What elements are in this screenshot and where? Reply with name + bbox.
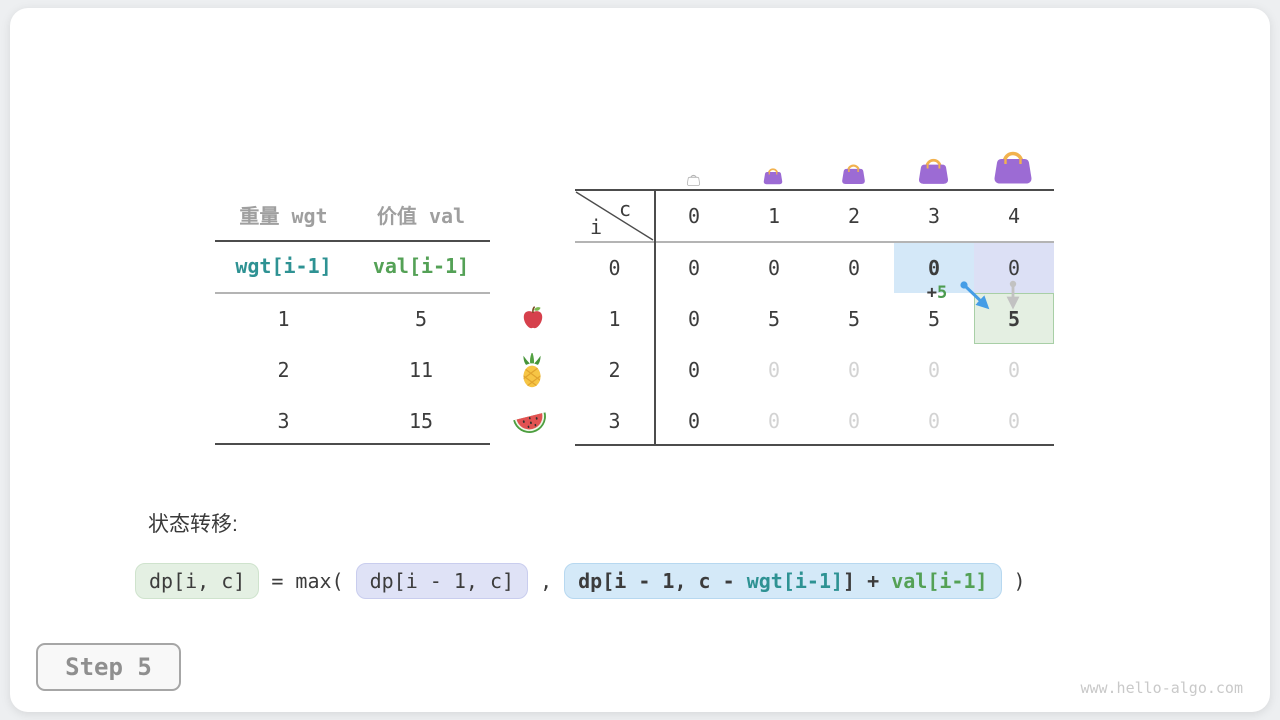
formula-heading: 状态转移:: [148, 513, 238, 536]
dp-row-label: 2: [608, 357, 621, 382]
dp-row-0: 0 0 0 0 0 0: [575, 242, 1054, 293]
dp-rule-top: [575, 189, 1054, 191]
formula-arg1-box: dp[i - 1, c]: [355, 563, 529, 599]
item-value: 15: [408, 408, 434, 433]
dp-cell: 5: [927, 306, 941, 331]
dp-cell: 0: [687, 255, 701, 280]
item-weight: 3: [277, 408, 290, 433]
apple-icon: [523, 306, 543, 329]
items-row-2: 3 15: [215, 395, 490, 446]
dp-row-3: 3 0 0 0 0 0: [575, 395, 1054, 446]
plus-value-annotation: +5: [914, 283, 960, 303]
plus-sign: +: [926, 283, 937, 303]
dp-header-row: 0 1 2 3 4: [575, 190, 1054, 241]
dp-cell: 5: [767, 306, 781, 331]
formula-arg2-mid: ] +: [843, 569, 892, 593]
dp-cell: 0: [687, 357, 701, 382]
dp-cell: 0: [767, 255, 781, 280]
items-table-rule-top: [215, 240, 490, 242]
bag-icon-1: [763, 168, 783, 185]
dp-cell: 5: [847, 306, 861, 331]
dp-rule-bottom: [575, 444, 1054, 446]
dp-cell: 0: [927, 408, 941, 433]
formula-eq-max: = max(: [271, 569, 344, 593]
dp-cell: 0: [687, 306, 701, 331]
dp-col-header: 2: [847, 203, 861, 228]
formula-arg2-val: val[i-1]: [891, 569, 988, 593]
items-table-rule-bottom: [215, 443, 490, 445]
dp-cell: 0: [927, 357, 941, 382]
watermark: www.hello-algo.com: [1080, 679, 1243, 697]
dp-cell: 0: [847, 255, 861, 280]
dp-rule-header: [575, 241, 1054, 243]
bag-icon-4: [994, 151, 1032, 184]
watermelon-icon: [513, 412, 546, 433]
bag-icon-0: [686, 174, 701, 186]
dp-row-label: 1: [608, 306, 621, 331]
dp-row-2: 2 0 0 0 0 0: [575, 344, 1054, 395]
dp-cell: 0: [687, 408, 701, 433]
dp-col-header: 4: [1007, 203, 1021, 228]
items-table-rule-mid: [215, 292, 490, 294]
pineapple-icon: [523, 353, 541, 388]
transition-arrows: [960, 280, 1020, 310]
dp-table: c i 0 1 2 3 4 0 0 0 0 0 0 1 0 5 5 5 5 2 …: [575, 189, 1054, 446]
state-transition-formula: dp[i, c] = max( dp[i - 1, c] , dp[i - 1,…: [135, 561, 1026, 601]
items-var-wgt: wgt[i-1]: [235, 254, 332, 278]
dp-col-header: 0: [687, 203, 701, 228]
items-var-val: val[i-1]: [372, 254, 470, 278]
step-badge: Step 5: [36, 643, 181, 691]
formula-comma: ,: [540, 569, 553, 593]
dp-cell: 0: [767, 408, 781, 433]
transition-arrow-blue: [960, 281, 990, 310]
transition-arrow-gray: [1006, 280, 1020, 310]
bag-icon-3: [918, 158, 949, 184]
plus-value: 5: [937, 283, 948, 303]
items-header-value: 价值 val: [376, 203, 466, 228]
dp-cell: 0: [767, 357, 781, 382]
item-value: 5: [414, 306, 428, 331]
dp-cell: 0: [847, 408, 861, 433]
bag-icon-2: [842, 164, 865, 184]
dp-cell: 0: [927, 255, 941, 280]
formula-arg2-wgt: wgt[i-1]: [746, 569, 844, 593]
dp-row-label: 0: [608, 255, 621, 280]
dp-col-header: 3: [927, 203, 941, 228]
dp-cell: 0: [1007, 357, 1021, 382]
dp-cell: 0: [1007, 408, 1021, 433]
formula-lhs-box: dp[i, c]: [135, 563, 260, 599]
dp-cell: 0: [847, 357, 861, 382]
item-weight: 1: [277, 306, 290, 331]
formula-arg2-prefix: dp[i - 1, c -: [578, 569, 747, 593]
formula-arg2-box: dp[i - 1, c - wgt[i-1]] + val[i-1]: [564, 563, 1002, 599]
dp-corner-col-var: c: [619, 197, 632, 221]
dp-cell: 5: [1007, 306, 1021, 331]
formula-close-paren: ): [1013, 569, 1026, 593]
dp-cell: 0: [1007, 255, 1021, 280]
item-value: 11: [408, 357, 434, 382]
dp-row-1: 1 0 5 5 5 5: [575, 293, 1054, 344]
dp-corner-row-var: i: [590, 215, 603, 239]
dp-row-label: 3: [608, 408, 621, 433]
items-row-0: 1 5: [215, 293, 490, 344]
item-weight: 2: [277, 357, 290, 382]
dp-corner-diagonal: [575, 191, 654, 241]
items-row-1: 2 11: [215, 344, 490, 395]
dp-col-header: 1: [767, 203, 781, 228]
items-table: 重量 wgt 价值 val wgt[i-1] val[i-1] 1 5 2 11…: [215, 190, 490, 446]
items-header-weight: 重量 wgt: [239, 203, 328, 228]
dp-rule-vertical: [654, 189, 656, 446]
